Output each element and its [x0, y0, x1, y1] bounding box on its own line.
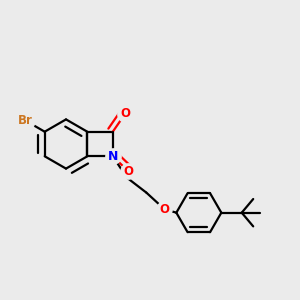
Text: Br: Br — [17, 114, 32, 127]
Text: O: O — [159, 202, 169, 216]
Text: N: N — [108, 150, 118, 163]
Text: O: O — [120, 107, 130, 120]
Text: O: O — [123, 165, 134, 178]
